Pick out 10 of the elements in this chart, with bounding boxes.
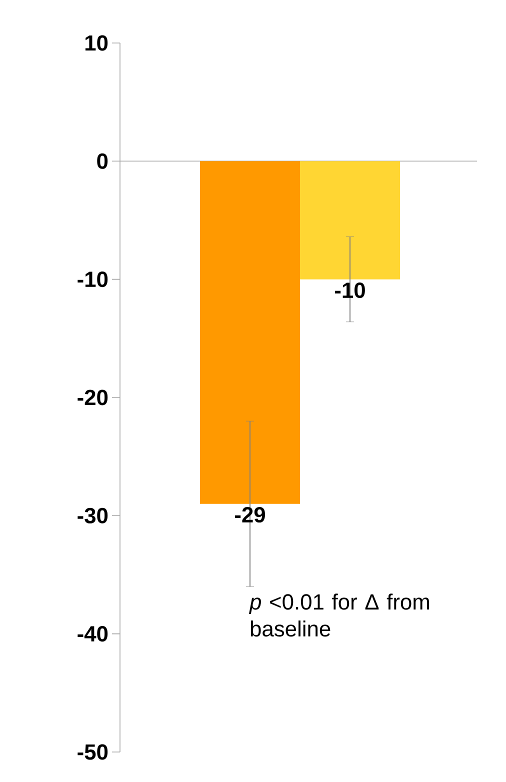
y-tick-label: -20 — [78, 390, 108, 406]
y-tick-label: 10 — [85, 35, 108, 51]
y-tick-label: -30 — [78, 508, 108, 524]
data-label: -10 — [335, 282, 365, 298]
y-tick-label: 0 — [97, 153, 108, 169]
y-tick-label: -50 — [78, 744, 108, 760]
y-tick-label: -10 — [78, 272, 108, 288]
annotation: p <0.01 for Δ from baseline — [248, 594, 429, 637]
data-label: -29 — [235, 507, 266, 523]
y-tick-label: -40 — [78, 626, 108, 642]
